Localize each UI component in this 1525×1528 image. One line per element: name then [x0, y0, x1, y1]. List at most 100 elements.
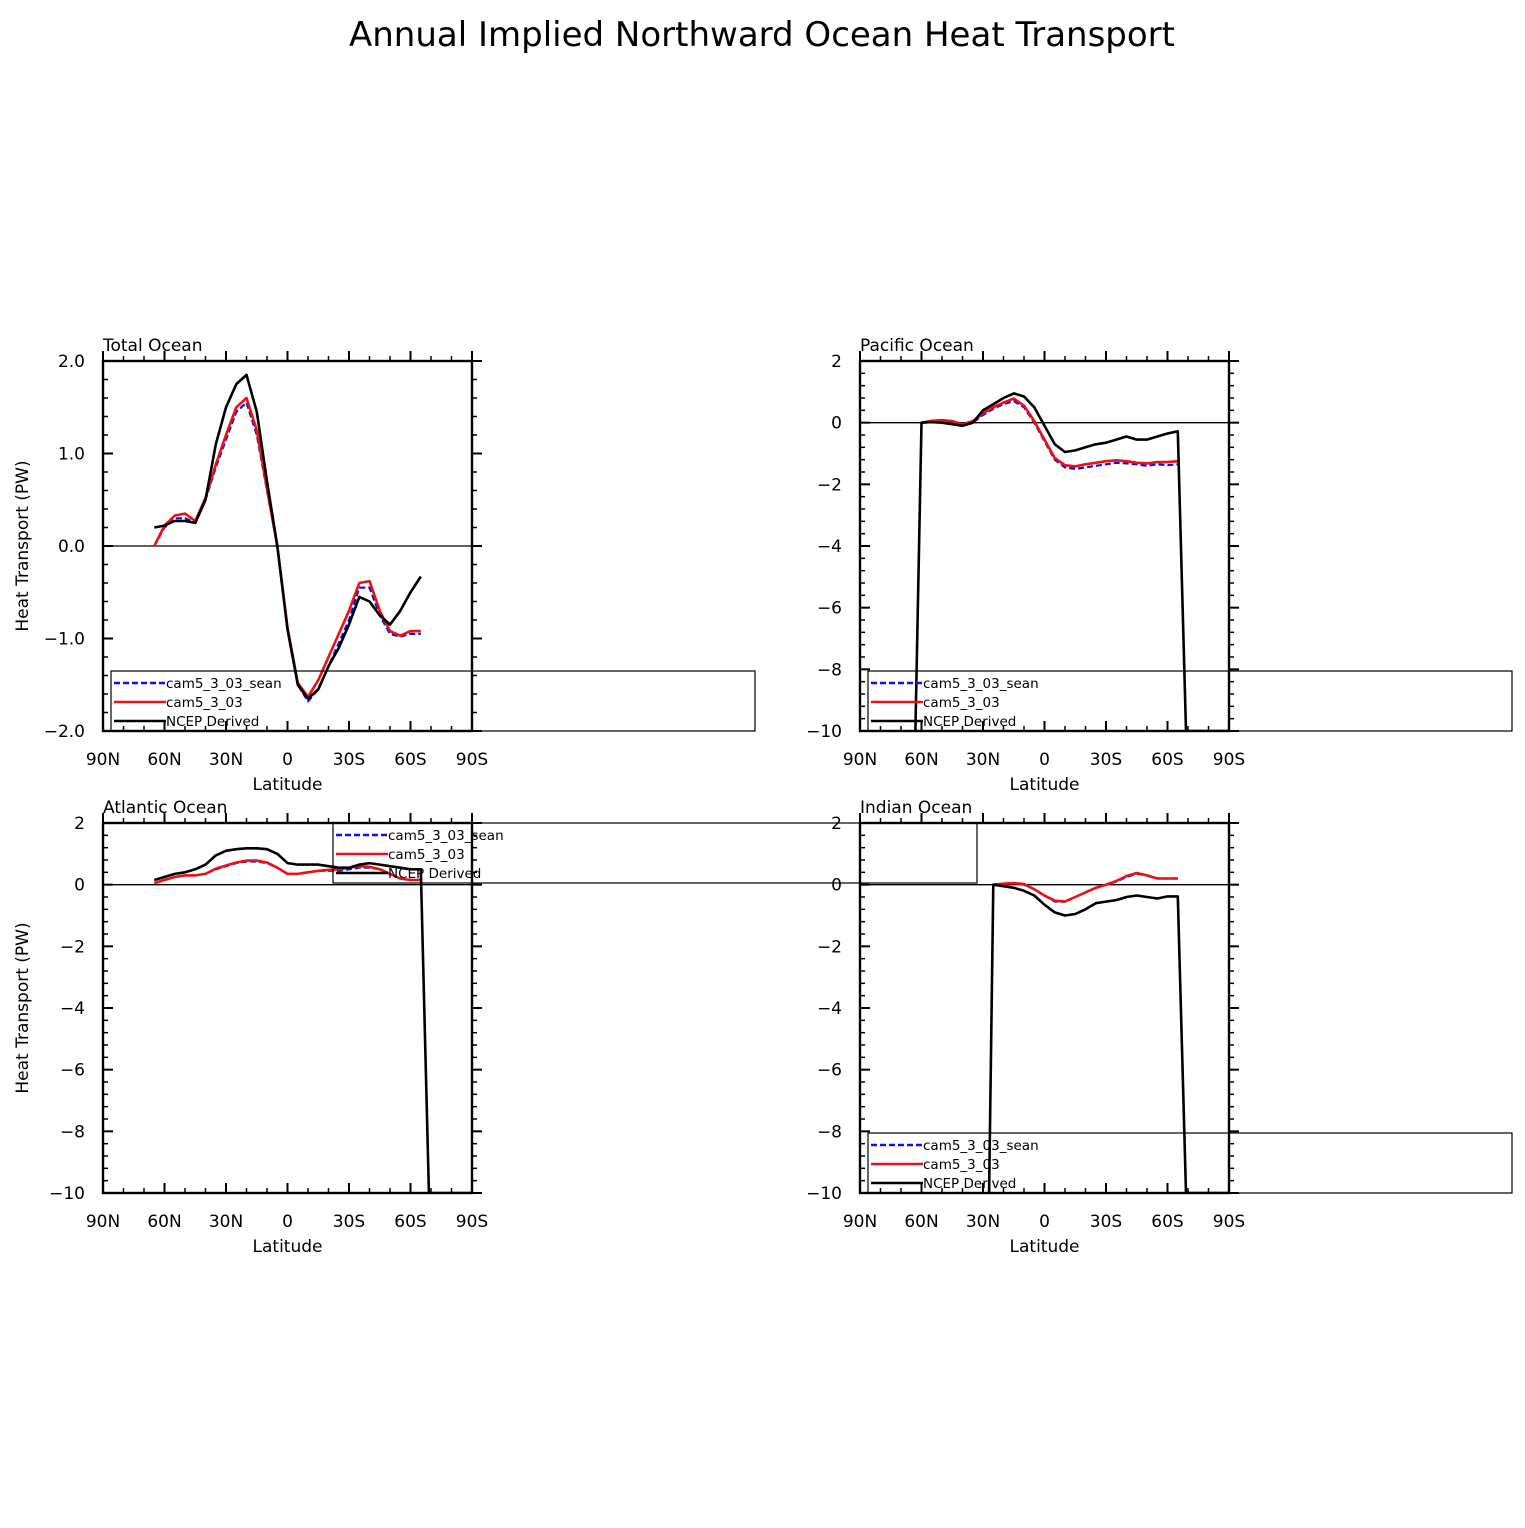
series-ncep-derived	[987, 883, 1229, 1193]
y-tick-label: 2.0	[58, 352, 85, 372]
x-tick-label: 30N	[209, 750, 243, 770]
y-tick-label: 0.0	[58, 537, 85, 557]
series-cam5-3-03	[153, 859, 421, 885]
x-tick-label: 90N	[86, 1212, 120, 1232]
y-tick-label: −4	[817, 999, 842, 1019]
x-tick-label: 60S	[1151, 750, 1183, 770]
legend-label-cam5-3-03-sean: cam5_3_03_sean	[923, 676, 1039, 692]
legend-label-ncep-derived: NCEP Derived	[923, 714, 1016, 730]
legend-label-cam5-3-03: cam5_3_03	[166, 695, 243, 711]
legend-box	[867, 670, 1513, 732]
x-axis-label: Latitude	[1010, 1237, 1080, 1257]
panel-title: Indian Ocean	[860, 798, 972, 818]
series-cam5-3-03	[921, 397, 1178, 468]
y-tick-label: 2	[74, 814, 85, 834]
x-tick-label: 90N	[843, 750, 877, 770]
y-tick-label: −4	[817, 537, 842, 557]
series-cam5-3-03	[993, 871, 1178, 903]
y-tick-label: 2	[831, 814, 842, 834]
x-tick-label: 30S	[333, 750, 365, 770]
legend-box	[110, 670, 756, 732]
y-tick-label: −6	[817, 1061, 842, 1081]
x-tick-label: 90S	[456, 750, 488, 770]
x-tick-label: 90S	[1213, 1212, 1245, 1232]
y-tick-label: 0	[74, 876, 85, 896]
y-tick-label: −2	[817, 937, 842, 957]
series-cam5-3-03-sean	[153, 401, 421, 703]
legend-label-cam5-3-03-sean: cam5_3_03_sean	[166, 676, 282, 692]
legend-label-cam5-3-03: cam5_3_03	[923, 695, 1000, 711]
x-tick-label: 0	[282, 1212, 293, 1232]
legend: cam5_3_03_sean cam5_3_03 NCEP Derived	[332, 822, 978, 884]
y-axis-label: Heat Transport (PW)	[13, 460, 33, 631]
legend-label-cam5-3-03: cam5_3_03	[388, 847, 465, 863]
x-tick-label: 60N	[904, 750, 938, 770]
panel-atlantic-ocean: 90N 60N 30N 0 30S 60S 90S 2 0 −2 −4 −6 −8 −10 Atlantic…	[13, 798, 978, 1257]
y-axis-label: Heat Transport (PW)	[13, 922, 33, 1093]
x-axis-label: Latitude	[253, 1237, 323, 1257]
panel-pacific-ocean: 90N 60N 30N 0 30S 60S 90S 2 0 −2 −4 −6 −8 −10 Pacific …	[806, 336, 1513, 795]
x-tick-label: 90N	[86, 750, 120, 770]
legend: cam5_3_03_sean cam5_3_03 NCEP Derived	[867, 670, 1513, 732]
legend-label-cam5-3-03-sean: cam5_3_03_sean	[388, 828, 504, 844]
x-tick-label: 30S	[1090, 1212, 1122, 1232]
y-tick-label: −10	[806, 1184, 842, 1204]
legend-box	[867, 1132, 1513, 1194]
legend: cam5_3_03_sean cam5_3_03 NCEP Derived	[110, 670, 756, 732]
x-tick-label: 30N	[966, 750, 1000, 770]
x-axis-label: Latitude	[1010, 775, 1080, 795]
x-tick-label: 60N	[147, 1212, 181, 1232]
y-tick-label: −10	[806, 722, 842, 742]
panel-title: Atlantic Ocean	[103, 798, 227, 818]
x-tick-label: 60N	[147, 750, 181, 770]
y-tick-label: 2	[831, 352, 842, 372]
x-tick-label: 90N	[843, 1212, 877, 1232]
x-tick-label: 30N	[966, 1212, 1000, 1232]
series-ncep-derived	[914, 392, 1229, 731]
x-tick-label: 0	[1039, 1212, 1050, 1232]
y-tick-label: 0	[831, 876, 842, 896]
legend-label-cam5-3-03: cam5_3_03	[923, 1157, 1000, 1173]
x-tick-label: 0	[1039, 750, 1050, 770]
legend-label-cam5-3-03-sean: cam5_3_03_sean	[923, 1138, 1039, 1154]
y-tick-label: −2	[60, 937, 85, 957]
legend-label-ncep-derived: NCEP Derived	[166, 714, 259, 730]
x-tick-label: 60S	[394, 750, 426, 770]
y-tick-label: −8	[817, 1122, 842, 1142]
x-tick-label: 60N	[904, 1212, 938, 1232]
legend-label-ncep-derived: NCEP Derived	[923, 1176, 1016, 1192]
legend-box	[332, 822, 978, 884]
panel-total-ocean: 90N 60N 30N 0 30S 60S 90S 2.0 1.0 0.0 −1.0 −2.0 Tota…	[13, 336, 756, 795]
y-tick-label: −8	[817, 660, 842, 680]
x-tick-label: 0	[282, 750, 293, 770]
x-tick-label: 30N	[209, 1212, 243, 1232]
series-cam5-3-03	[153, 396, 421, 699]
legend: cam5_3_03_sean cam5_3_03 NCEP Derived	[867, 1132, 1513, 1194]
y-tick-label: −6	[60, 1061, 85, 1081]
x-tick-label: 90S	[456, 1212, 488, 1232]
y-tick-label: 1.0	[58, 445, 85, 465]
series-ncep-derived	[154, 373, 422, 700]
x-tick-label: 60S	[1151, 1212, 1183, 1232]
x-tick-label: 30S	[333, 1212, 365, 1232]
x-axis-label: Latitude	[253, 775, 323, 795]
x-tick-label: 60S	[394, 1212, 426, 1232]
y-tick-label: −1.0	[44, 630, 85, 650]
y-tick-label: −6	[817, 599, 842, 619]
y-tick-label: 0	[831, 414, 842, 434]
y-tick-label: −8	[60, 1122, 85, 1142]
panels: 90N 60N 30N 0 30S 60S 90S 2.0 1.0 0.0 −1.0 −2.0 Tota…	[13, 336, 1513, 1257]
legend-label-ncep-derived: NCEP Derived	[388, 866, 481, 882]
x-tick-label: 90S	[1213, 750, 1245, 770]
series-ncep-derived	[153, 846, 472, 1193]
panel-title: Pacific Ocean	[860, 336, 974, 356]
y-tick-label: −2.0	[44, 722, 85, 742]
y-tick-label: −10	[49, 1184, 85, 1204]
y-tick-label: −2	[817, 475, 842, 495]
x-tick-label: 30S	[1090, 750, 1122, 770]
y-tick-label: −4	[60, 999, 85, 1019]
panel-title: Total Ocean	[102, 336, 203, 356]
panel-indian-ocean: 90N 60N 30N 0 30S 60S 90S 2 0 −2 −4 −6 −8 −10 Indian O…	[806, 798, 1513, 1257]
series-cam5-3-03-sean	[921, 400, 1178, 470]
